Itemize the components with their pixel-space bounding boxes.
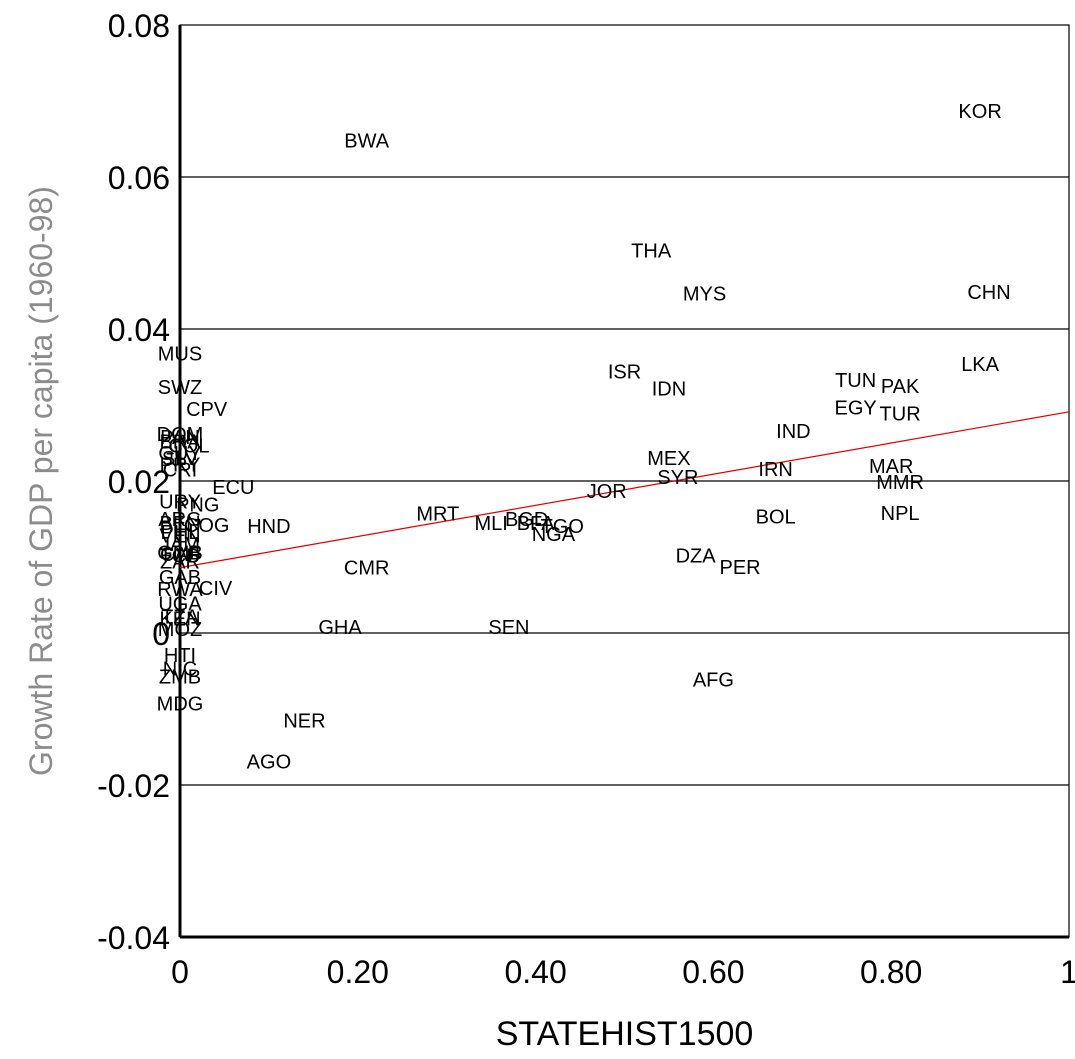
x-tick-label: 0.60 xyxy=(682,954,744,990)
point-tcd: TCD xyxy=(159,545,200,567)
point-swz: SWZ xyxy=(158,377,202,399)
x-axis-title: STATEHIST1500 xyxy=(496,1015,754,1053)
point-bra: BRA xyxy=(159,431,201,453)
y-axis-title: Growth Rate of GDP per capita (1960-98) xyxy=(23,186,59,776)
point-moz: MOZ xyxy=(158,619,202,641)
point-syr: SYR xyxy=(657,467,698,489)
x-tick-label: 0 xyxy=(171,954,189,990)
point-ind: IND xyxy=(776,421,810,443)
point-mmr: MMR xyxy=(876,472,924,494)
point-zar: ZAR xyxy=(160,552,200,574)
y-tick-labels: -0.04 -0.02 0 0.02 0.04 0.06 0.08 xyxy=(97,8,170,956)
y-tick-label: 0.04 xyxy=(108,312,170,348)
y-tick-label: 0.08 xyxy=(108,8,170,44)
point-pry: PRY xyxy=(160,454,201,476)
point-jam: JAM xyxy=(160,534,200,556)
point-hnd: HND xyxy=(247,516,290,538)
y-tick-label: -0.02 xyxy=(97,768,170,804)
point-idn: IDN xyxy=(652,378,686,400)
point-uga: UGA xyxy=(158,593,202,615)
point-mdg: MDG xyxy=(157,694,204,716)
point-hti: HTI xyxy=(164,645,196,667)
point-ecu: ECU xyxy=(212,477,254,499)
point-afg: AFG xyxy=(693,669,734,691)
point-lka: LKA xyxy=(961,354,999,376)
point-bol: BOL xyxy=(756,507,796,529)
point-phl: PHL xyxy=(161,522,200,544)
point-gab: GAB xyxy=(159,567,201,589)
fit-line-group xyxy=(179,411,1070,569)
point-civ: CIV xyxy=(199,578,233,600)
point-ury: URY xyxy=(159,492,201,514)
point-mli: MLI xyxy=(474,513,507,535)
point-dom: DOM xyxy=(157,424,204,446)
point-cri: CRI xyxy=(163,460,197,482)
point-egy: EGY xyxy=(835,397,877,419)
point-chn: CHN xyxy=(967,282,1010,304)
x-tick-label: 1 xyxy=(1060,954,1075,990)
point-mar: MAR xyxy=(869,456,913,478)
point-rwa: RWA xyxy=(157,579,203,601)
point-ner: NER xyxy=(283,710,325,732)
point-tun: TUN xyxy=(835,370,876,392)
x-tick-label: 0.40 xyxy=(504,954,566,990)
point-nic: NIC xyxy=(163,659,197,681)
point-cog: COG xyxy=(184,515,230,537)
point-ben: BEN xyxy=(159,513,200,535)
point-mex: MEX xyxy=(647,448,690,470)
point-gha: GHA xyxy=(318,617,362,639)
point-mus: MUS xyxy=(158,343,202,365)
point-col: COL xyxy=(168,435,209,457)
point-tza: TZA xyxy=(161,606,199,628)
x-tick-labels: 0 0.20 0.40 0.60 0.80 1 xyxy=(171,954,1075,990)
point-arg: ARG xyxy=(158,509,201,531)
point-slv: SLV xyxy=(162,448,199,470)
point-nga: NGA xyxy=(532,524,576,546)
point-cpv: CPV xyxy=(186,399,228,421)
x-tick-label: 0.20 xyxy=(327,954,389,990)
point-isr: ISR xyxy=(608,362,641,384)
plot-frame xyxy=(178,24,1070,939)
point-pan: PAN xyxy=(160,427,200,449)
fit-line xyxy=(179,411,1070,569)
point-tur: TUR xyxy=(880,403,921,425)
point-jor: JOR xyxy=(587,481,627,503)
y-tick-label: -0.04 xyxy=(97,920,170,956)
point-dza: DZA xyxy=(676,545,717,567)
point-mrt: MRT xyxy=(416,504,459,526)
y-tick-label: 0.02 xyxy=(108,464,170,500)
point-npl: NPL xyxy=(881,503,920,525)
point-ven: VEN xyxy=(159,526,200,548)
y-tick-label: 0.06 xyxy=(108,160,170,196)
point-zmb: ZMB xyxy=(159,666,201,688)
point-pak: PAK xyxy=(881,376,920,398)
point-per: PER xyxy=(720,557,761,579)
point-tha: THA xyxy=(631,241,672,263)
point-cmr: CMR xyxy=(344,558,390,580)
point-tgo: TGO xyxy=(541,516,584,538)
point-bwa: BWA xyxy=(344,131,389,153)
point-png: PNG xyxy=(176,495,219,517)
point-bgd: BGD xyxy=(505,509,548,531)
point-sen: SEN xyxy=(488,617,529,639)
point-kor: KOR xyxy=(958,101,1001,123)
point-ago: AGO xyxy=(247,751,291,773)
y-tick-label: 0 xyxy=(152,616,170,652)
point-ken: KEN xyxy=(159,609,200,631)
x-tick-label: 0.80 xyxy=(860,954,922,990)
point-bfa: BFA xyxy=(517,513,555,535)
point-guy: GUY xyxy=(158,443,201,465)
point-irn: IRN xyxy=(758,459,792,481)
gridlines xyxy=(180,176,1069,786)
point-caf: CAF xyxy=(160,544,200,566)
point-mys: MYS xyxy=(683,283,726,305)
point-gmb: GMB xyxy=(157,542,203,564)
